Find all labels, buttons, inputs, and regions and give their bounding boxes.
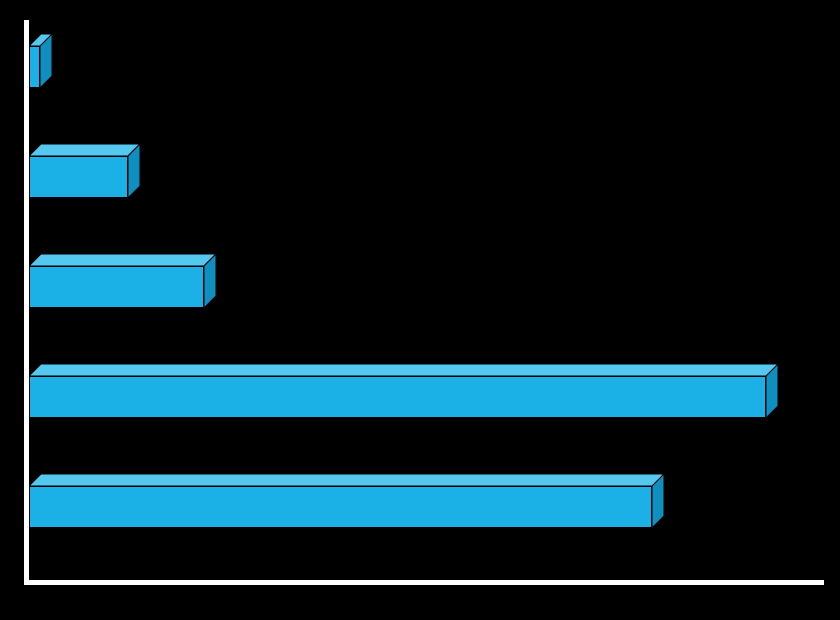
bar-chart-3d [0, 0, 840, 620]
bar [0, 0, 840, 620]
bar-side-face [652, 474, 665, 529]
bar-front-face [29, 486, 652, 528]
